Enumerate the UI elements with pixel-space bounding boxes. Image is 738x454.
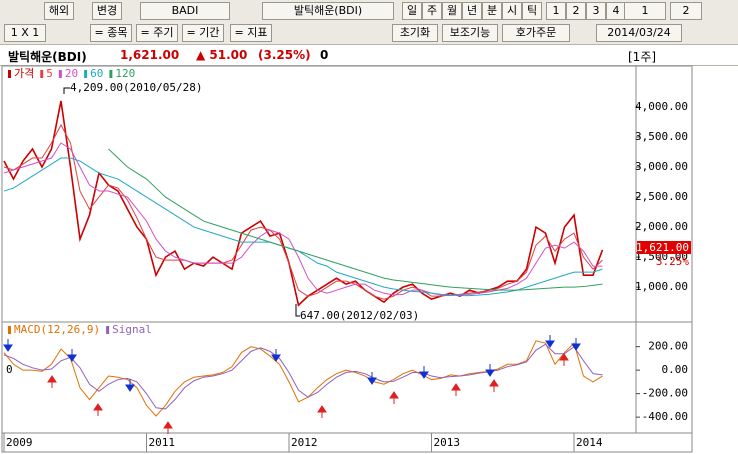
legend-entry: Signal xyxy=(112,323,152,336)
series-line xyxy=(3,100,604,307)
buy-signal xyxy=(389,391,399,404)
legend-swatch xyxy=(106,326,110,334)
sell-signal xyxy=(3,339,13,352)
info-price: 1,621.00 xyxy=(120,48,180,62)
series-line xyxy=(3,343,603,410)
toolbar-row2: 1 X 1 = 종목 = 주기 = 기간 = 지표 초기화 보조기능 호가주문 2014/03/… xyxy=(0,22,738,45)
toolbar-button[interactable]: 해외 xyxy=(44,2,74,20)
y-tick-label: 2,500.00 xyxy=(635,190,688,203)
x-tick-label: 2013 xyxy=(434,436,461,449)
buy-signal xyxy=(47,375,57,388)
toolbar-button[interactable]: 시 xyxy=(502,2,522,20)
toolbar-button[interactable]: 분 xyxy=(482,2,502,20)
sell-signal xyxy=(367,372,377,385)
annotation: 4,209.00(2010/05/28) xyxy=(70,81,202,94)
toolbar-button[interactable]: 2 xyxy=(670,2,702,20)
legend-swatch xyxy=(8,70,11,78)
info-rate: (3.25%) xyxy=(258,48,311,62)
toolbar-button[interactable]: 초기화 xyxy=(392,24,438,42)
toolbar-button[interactable]: 일 xyxy=(402,2,422,20)
y-tick-label: 200.00 xyxy=(648,340,688,353)
y-tick-label: 2,000.00 xyxy=(635,220,688,233)
change-label: 3.25% xyxy=(656,255,689,268)
buy-signal xyxy=(489,379,499,392)
toolbar-button[interactable]: 발틱해운(BDI) xyxy=(262,2,394,20)
series-line xyxy=(3,157,603,297)
y-tick-label: 3,500.00 xyxy=(635,130,688,143)
x-tick-label: 2009 xyxy=(6,436,33,449)
toolbar-button[interactable]: BADI xyxy=(140,2,230,20)
toolbar-button[interactable]: 2 xyxy=(566,2,586,20)
y-tick-label: 4,000.00 xyxy=(635,100,688,113)
x-tick-label: 2012 xyxy=(291,436,318,449)
buy-signal xyxy=(93,403,103,416)
toolbar-button[interactable]: 1 xyxy=(546,2,566,20)
sell-signal xyxy=(419,366,429,379)
toolbar-button[interactable]: 2014/03/24 xyxy=(596,24,682,42)
legend-entry: 5 xyxy=(46,67,53,80)
toolbar-button[interactable]: 보조기능 xyxy=(442,24,498,42)
y-tick-label: 1,000.00 xyxy=(635,280,688,293)
y-tick-label: -400.00 xyxy=(642,410,688,423)
info-volume: 0 xyxy=(320,48,329,62)
sell-signal xyxy=(125,379,135,392)
x-tick-label: 2011 xyxy=(149,436,176,449)
zero-label: 0 xyxy=(6,363,13,376)
series-line xyxy=(3,340,603,417)
toolbar-button[interactable]: 년 xyxy=(462,2,482,20)
toolbar-button[interactable]: 1 X 1 xyxy=(4,24,46,42)
toolbar-button[interactable]: = 종목 xyxy=(90,24,132,42)
y-tick-label: 0.00 xyxy=(662,363,689,376)
legend-swatch xyxy=(58,70,62,78)
toolbar-button[interactable]: 1 xyxy=(624,2,666,20)
toolbar-button[interactable]: = 주기 xyxy=(136,24,178,42)
legend-entry: 가격 xyxy=(14,67,34,80)
legend-swatch xyxy=(109,70,113,78)
sell-signal xyxy=(271,349,281,362)
toolbar-button[interactable]: 주 xyxy=(422,2,442,20)
last-price-label: 1,621.00 xyxy=(636,241,689,254)
buy-signal xyxy=(451,383,461,396)
toolbar-button[interactable]: = 기간 xyxy=(182,24,224,42)
toolbar-button[interactable]: 월 xyxy=(442,2,462,20)
legend-entry: 20 xyxy=(65,67,78,80)
sell-signal xyxy=(485,364,495,377)
sell-signal xyxy=(67,349,77,362)
y-tick-label: 3,000.00 xyxy=(635,160,688,173)
sell-signal xyxy=(571,338,581,351)
annotation: 647.00(2012/02/03) xyxy=(300,309,419,322)
legend-swatch xyxy=(8,326,11,334)
annotation-arrow xyxy=(63,87,300,317)
toolbar-button[interactable]: 변경 xyxy=(92,2,122,20)
buy-signal xyxy=(559,353,569,366)
info-change: ▲ 51.00 xyxy=(196,48,248,62)
last-price-box xyxy=(637,241,691,254)
toolbar-row1: 해외 변경 BADI 발틱해운(BDI) 일 주 월 년 분 시 틱 1 2 3 4 1 2 xyxy=(0,0,738,23)
chart-frame xyxy=(1,65,693,453)
toolbar-button[interactable]: = 지표 xyxy=(230,24,272,42)
buy-signal xyxy=(317,405,327,418)
series-line xyxy=(3,123,603,300)
series-line xyxy=(108,148,603,291)
buy-signal xyxy=(163,421,173,434)
toolbar-button[interactable]: 3 xyxy=(586,2,606,20)
legend-entry: 120 xyxy=(115,67,135,80)
y-tick-label: -200.00 xyxy=(642,387,688,400)
series-line xyxy=(3,142,603,297)
sell-signal xyxy=(545,335,555,348)
toolbar-button[interactable]: 호가주문 xyxy=(502,24,570,42)
info-name: 발틱해운(BDI) xyxy=(8,50,87,64)
info-bar: 발틱해운(BDI) 1,621.00 ▲ 51.00 (3.25%) 0 [1주… xyxy=(0,45,738,66)
info-period[interactable]: [1주] xyxy=(628,50,657,64)
toolbar-button[interactable]: 틱 xyxy=(522,2,542,20)
x-tick-label: 2014 xyxy=(576,436,603,449)
legend-swatch xyxy=(84,70,88,78)
legend-entry: 60 xyxy=(90,67,103,80)
legend-entry: MACD(12,26,9) xyxy=(14,323,100,336)
legend-swatch xyxy=(40,70,44,78)
